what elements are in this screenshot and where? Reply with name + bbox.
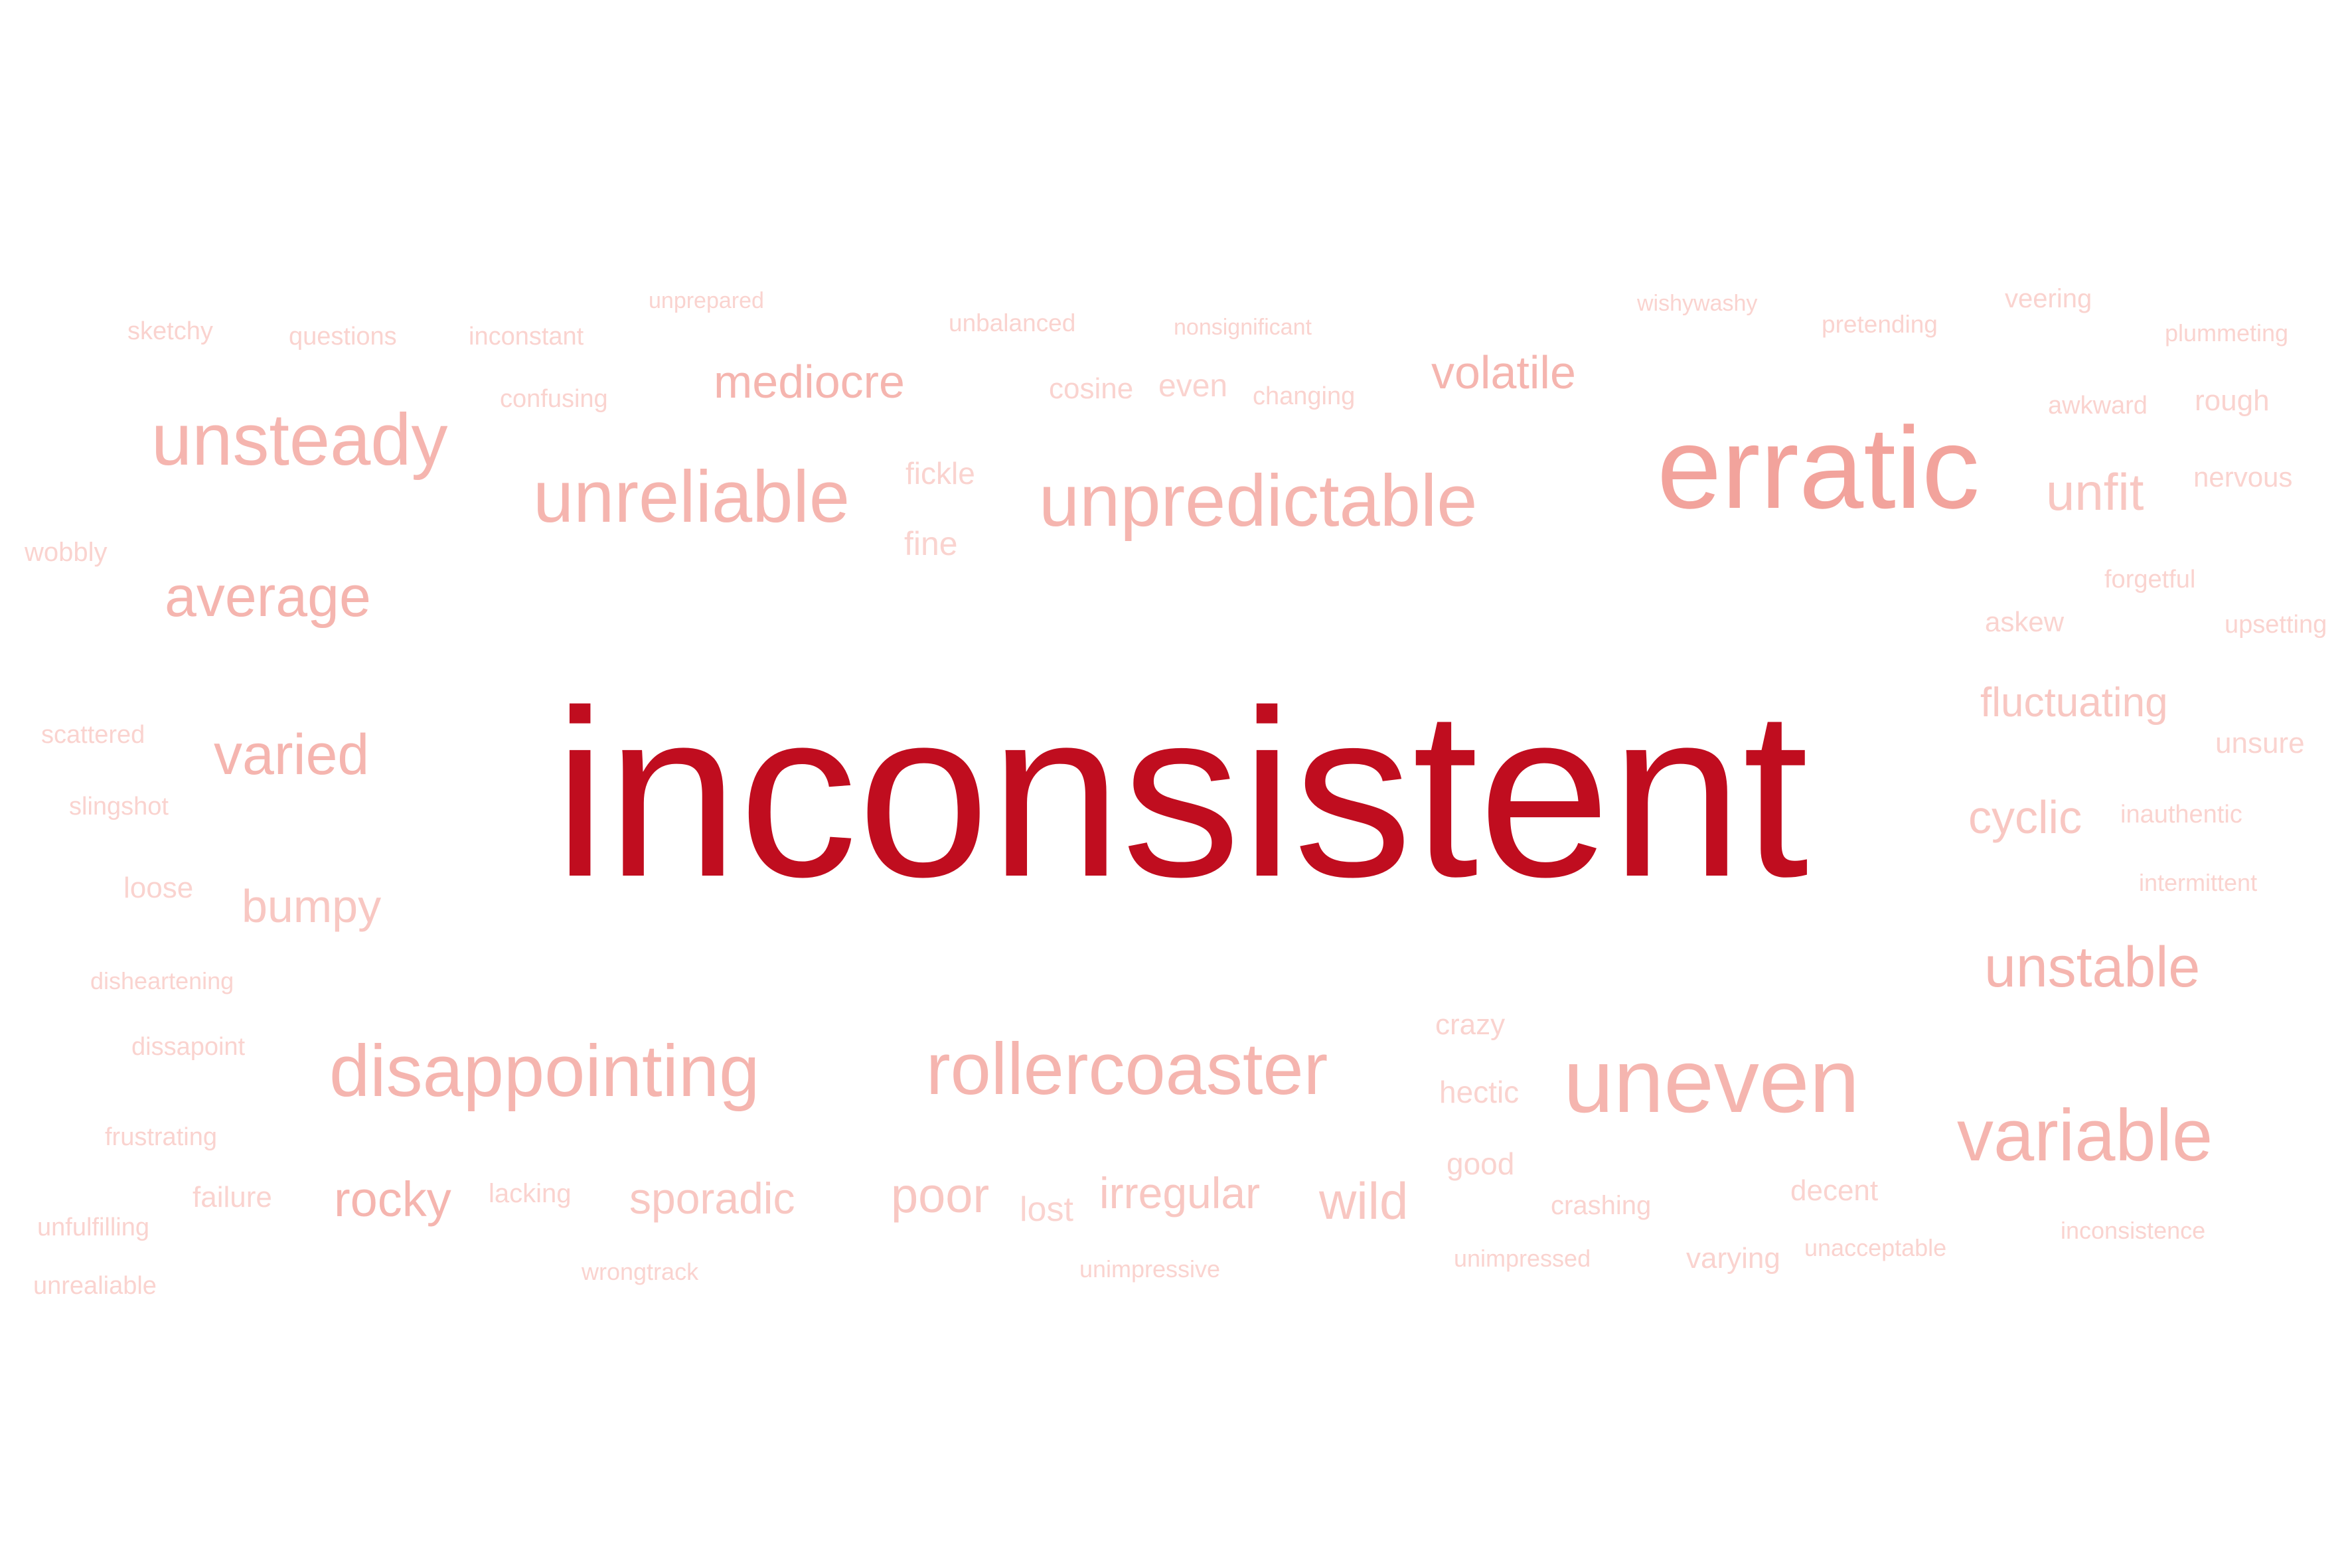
word-cosine: cosine xyxy=(1049,372,1134,405)
word-unfit: unfit xyxy=(2046,463,2144,521)
word-unpredictable: unpredictable xyxy=(1039,460,1478,542)
word-rocky: rocky xyxy=(334,1172,451,1227)
word-confusing: confusing xyxy=(500,385,608,413)
word-unimpressive: unimpressive xyxy=(1079,1255,1221,1283)
word-frustrating: frustrating xyxy=(105,1123,217,1151)
word-hectic: hectic xyxy=(1439,1075,1520,1109)
word-unimpressed: unimpressed xyxy=(1454,1245,1591,1272)
word-crashing: crashing xyxy=(1551,1191,1652,1220)
word-fine: fine xyxy=(904,525,958,562)
word-varied: varied xyxy=(214,723,370,787)
word-wishywashy: wishywashy xyxy=(1637,291,1758,316)
word-crazy: crazy xyxy=(1435,1008,1506,1041)
word-erratic: erratic xyxy=(1657,404,1980,533)
word-decent: decent xyxy=(1790,1174,1879,1207)
word-changing: changing xyxy=(1253,382,1356,410)
word-slingshot: slingshot xyxy=(69,793,169,821)
word-wrongtrack: wrongtrack xyxy=(582,1258,699,1285)
word-wild: wild xyxy=(1319,1172,1409,1230)
word-unstable: unstable xyxy=(1984,935,2201,999)
word-dissapoint: dissapoint xyxy=(131,1033,246,1061)
word-scattered: scattered xyxy=(41,721,145,749)
word-unfulfilling: unfulfilling xyxy=(37,1214,149,1241)
word-inconsistence: inconsistence xyxy=(2061,1217,2206,1244)
word-disappointing: disappointing xyxy=(329,1030,760,1112)
word-unsteady: unsteady xyxy=(151,399,448,481)
word-loose: loose xyxy=(123,872,194,904)
word-fickle: fickle xyxy=(905,456,975,491)
word-irregular: irregular xyxy=(1099,1168,1261,1217)
word-uneven: uneven xyxy=(1563,1030,1860,1131)
word-inconsistent: inconsistent xyxy=(554,661,1809,926)
word-intermittent: intermittent xyxy=(2139,869,2258,896)
word-upsetting: upsetting xyxy=(2225,611,2327,639)
word-varying: varying xyxy=(1686,1242,1780,1275)
word-mediocre: mediocre xyxy=(714,356,905,408)
word-awkward: awkward xyxy=(2048,392,2148,420)
word-rollercoaster: rollercoaster xyxy=(926,1028,1328,1110)
word-sketchy: sketchy xyxy=(127,317,213,345)
word-rough: rough xyxy=(2195,384,2270,417)
word-lacking: lacking xyxy=(489,1179,572,1208)
word-nonsignificant: nonsignificant xyxy=(1174,315,1312,340)
word-bumpy: bumpy xyxy=(242,880,382,932)
word-fluctuating: fluctuating xyxy=(1980,680,2168,726)
word-poor: poor xyxy=(891,1168,990,1223)
word-nervous: nervous xyxy=(2193,461,2293,493)
word-inconstant: inconstant xyxy=(469,323,584,351)
word-pretending: pretending xyxy=(1822,311,1938,338)
word-lost: lost xyxy=(1020,1190,1073,1229)
word-cyclic: cyclic xyxy=(1968,791,2082,843)
word-wobbly: wobbly xyxy=(25,538,108,567)
word-failure: failure xyxy=(193,1181,272,1214)
word-forgetful: forgetful xyxy=(2104,566,2196,593)
word-unsure: unsure xyxy=(2215,727,2305,759)
word-good: good xyxy=(1447,1146,1515,1181)
word-unprepared: unprepared xyxy=(649,288,764,313)
word-plummeting: plummeting xyxy=(2165,319,2289,347)
word-unreliable: unreliable xyxy=(533,456,850,538)
word-variable: variable xyxy=(1957,1095,2213,1176)
word-disheartening: disheartening xyxy=(90,967,234,994)
word-volatile: volatile xyxy=(1431,347,1576,398)
word-veering: veering xyxy=(2005,284,2092,313)
word-sporadic: sporadic xyxy=(629,1174,795,1223)
word-average: average xyxy=(165,565,371,629)
word-unrealiable: unrealiable xyxy=(33,1272,157,1300)
word-questions: questions xyxy=(289,323,397,351)
word-unbalanced: unbalanced xyxy=(949,309,1076,337)
word-unacceptable: unacceptable xyxy=(1804,1234,1947,1261)
word-askew: askew xyxy=(1985,606,2065,637)
word-even: even xyxy=(1158,368,1228,404)
word-inauthentic: inauthentic xyxy=(2120,801,2242,828)
